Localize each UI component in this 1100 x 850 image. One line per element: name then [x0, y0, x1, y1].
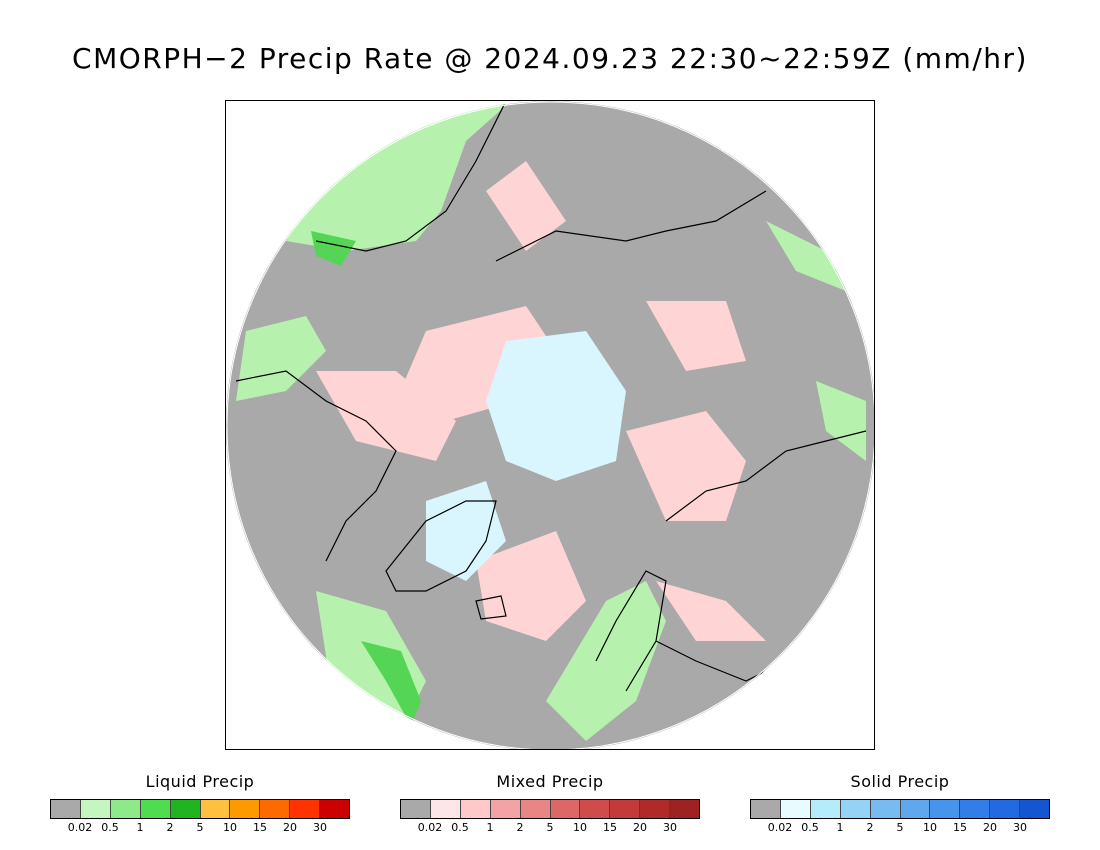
legend-swatch-mixed-6	[580, 800, 611, 818]
legend-tick-liquid-4: 5	[196, 821, 204, 834]
coastline-siberia	[495, 190, 767, 262]
legend-swatch-liquid-1	[80, 800, 111, 818]
legend-tick-liquid-3: 2	[166, 821, 174, 834]
legend-solid: Solid Precip 0.02 0.5 1 2 5 10 15 20 30	[750, 772, 1050, 837]
legend-swatch-solid-3	[840, 800, 871, 818]
legend-title-liquid: Liquid Precip	[145, 772, 255, 791]
legend-tick-mixed-3: 2	[516, 821, 524, 834]
legend-title-mixed: Mixed Precip	[496, 772, 604, 791]
coastline-scandinavia	[595, 570, 667, 692]
legend-mixed: Mixed Precip 0.02 0.5 1 2 5 10 15 20 30	[400, 772, 700, 837]
liquid-precip-area	[361, 641, 421, 726]
legend-tick-mixed-8: 30	[663, 821, 677, 834]
legend-tick-mixed-1: 0.5	[451, 821, 469, 834]
legend-swatch-solid-5	[900, 800, 931, 818]
legend-tick-mixed-6: 15	[603, 821, 617, 834]
legend-swatch-mixed-1	[430, 800, 461, 818]
mixed-precip-area	[626, 411, 746, 521]
legend-swatch-mixed-4	[520, 800, 551, 818]
legend-tick-liquid-2: 1	[136, 821, 144, 834]
legend-tick-solid-7: 20	[983, 821, 997, 834]
legend-swatch-liquid-0	[51, 800, 81, 818]
legend-swatch-mixed-5	[550, 800, 581, 818]
legend-bar-mixed	[400, 799, 700, 819]
liquid-precip-area	[311, 231, 356, 266]
solid-precip-area	[426, 481, 506, 581]
legend-swatch-liquid-4	[170, 800, 201, 818]
legend-swatch-mixed-7	[610, 800, 641, 818]
legend-swatch-liquid-8	[290, 800, 321, 818]
legend-tick-solid-0: 0.02	[767, 821, 793, 834]
map-frame	[225, 100, 875, 750]
mixed-precip-area	[646, 301, 746, 371]
legend-tick-mixed-2: 1	[486, 821, 494, 834]
legend-swatch-solid-8	[990, 800, 1021, 818]
legend-ticks-liquid: 0.02 0.5 1 2 5 10 15 20 30	[50, 821, 350, 837]
legend-swatch-mixed-8	[640, 800, 671, 818]
polar-precip-map	[226, 101, 874, 749]
legend-swatch-solid-4	[870, 800, 901, 818]
legend-swatch-mixed-3	[490, 800, 521, 818]
legend-tick-liquid-1: 0.5	[101, 821, 119, 834]
mixed-precip-area	[656, 581, 766, 641]
legend-swatch-solid-6	[930, 800, 961, 818]
solid-precip-area	[486, 331, 626, 481]
legend-swatch-liquid-2	[110, 800, 141, 818]
legend-tick-solid-5: 10	[923, 821, 937, 834]
legend-tick-liquid-8: 30	[313, 821, 327, 834]
legend-swatch-mixed-9	[670, 800, 700, 818]
mixed-precip-area	[476, 531, 586, 641]
legend-swatch-solid-9	[1020, 800, 1050, 818]
legend-bar-solid	[750, 799, 1050, 819]
liquid-precip-area	[546, 581, 666, 741]
coastline-alaska	[315, 101, 507, 252]
legend-title-solid: Solid Precip	[850, 772, 950, 791]
page-title: CMORPH−2 Precip Rate @ 2024.09.23 22:30~…	[72, 42, 1028, 75]
legend-swatch-mixed-2	[460, 800, 491, 818]
legend-tick-mixed-0: 0.02	[417, 821, 443, 834]
legend-ticks-mixed: 0.02 0.5 1 2 5 10 15 20 30	[400, 821, 700, 837]
legend-swatch-liquid-9	[320, 800, 350, 818]
coastline-iceland	[475, 595, 507, 620]
legend-swatch-solid-2	[810, 800, 841, 818]
mixed-precip-area	[316, 371, 456, 461]
legend-tick-liquid-5: 10	[223, 821, 237, 834]
legend-swatch-liquid-5	[200, 800, 231, 818]
liquid-precip-area	[766, 221, 846, 291]
legend-tick-liquid-0: 0.02	[67, 821, 93, 834]
legend-tick-solid-6: 15	[953, 821, 967, 834]
liquid-precip-area	[816, 381, 866, 461]
coastline-canada	[235, 370, 397, 562]
legend-tick-mixed-4: 5	[546, 821, 554, 834]
legend-tick-solid-4: 5	[896, 821, 904, 834]
legend-swatch-liquid-3	[140, 800, 171, 818]
legend-bar-liquid	[50, 799, 350, 819]
legend-ticks-solid: 0.02 0.5 1 2 5 10 15 20 30	[750, 821, 1050, 837]
legend-swatch-liquid-7	[260, 800, 291, 818]
legend-tick-liquid-6: 15	[253, 821, 267, 834]
legend-swatch-solid-7	[960, 800, 991, 818]
legend-tick-solid-8: 30	[1013, 821, 1027, 834]
legend-tick-mixed-7: 20	[633, 821, 647, 834]
liquid-precip-area	[286, 101, 511, 251]
coastline-russia-north	[665, 430, 867, 522]
legend-tick-mixed-5: 10	[573, 821, 587, 834]
mixed-precip-area	[486, 161, 566, 251]
legend-swatch-liquid-6	[230, 800, 261, 818]
legend-tick-solid-1: 0.5	[801, 821, 819, 834]
coastline-greenland	[385, 500, 497, 592]
legend-swatch-solid-1	[780, 800, 811, 818]
legend-swatch-solid-0	[751, 800, 781, 818]
legend-tick-solid-2: 1	[836, 821, 844, 834]
legend-tick-liquid-7: 20	[283, 821, 297, 834]
liquid-precip-area	[236, 316, 326, 401]
legend-swatch-mixed-0	[401, 800, 431, 818]
legend-tick-solid-3: 2	[866, 821, 874, 834]
projection-edge	[226, 101, 874, 749]
legend-liquid: Liquid Precip 0.02 0.5 1 2 5 10 15 20 30	[50, 772, 350, 837]
